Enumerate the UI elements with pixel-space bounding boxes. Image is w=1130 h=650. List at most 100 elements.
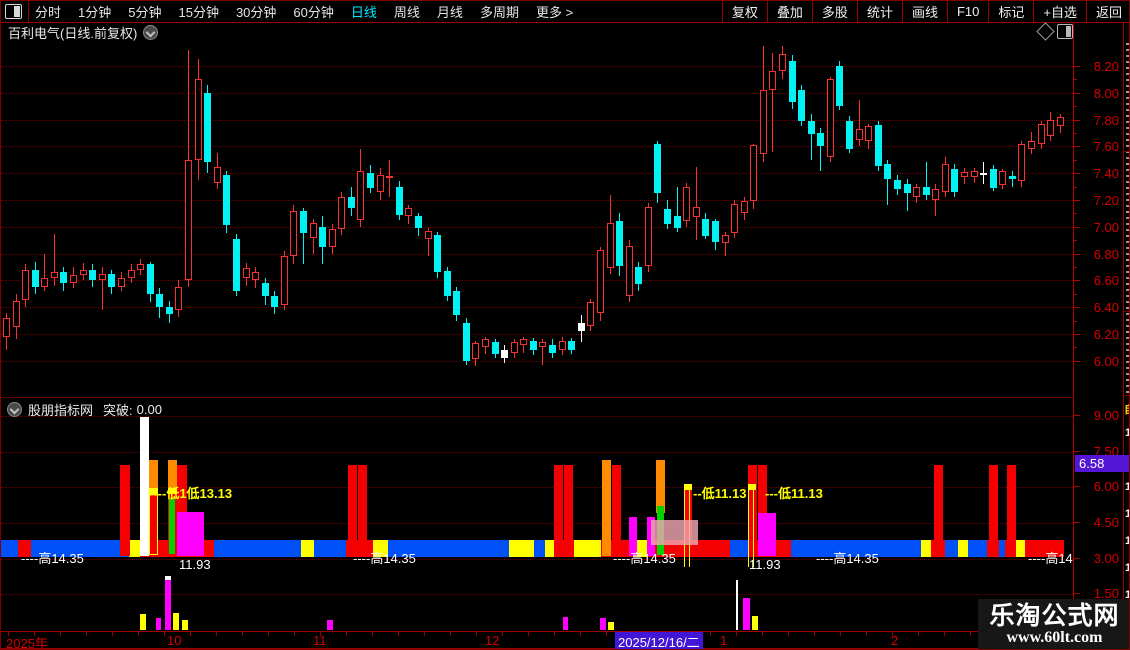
candlestick-chart[interactable] (1, 41, 1073, 397)
candle-body (817, 133, 825, 147)
candle-body (1018, 143, 1026, 182)
tab-period-10[interactable]: 更多 > (535, 5, 574, 20)
candle-body (731, 204, 739, 234)
indicator-bar (169, 499, 175, 554)
candle-body (395, 186, 403, 215)
toolbar-button-3[interactable]: 统计 (856, 1, 902, 23)
tab-period-7[interactable]: 周线 (393, 5, 420, 20)
toolbar-button-6[interactable]: 标记 (988, 1, 1033, 23)
strip-digit: 1 (1125, 427, 1129, 439)
date-tick (814, 632, 815, 636)
toolbar-button-0[interactable]: 复权 (721, 1, 767, 23)
indicator-bar (149, 487, 158, 495)
tab-period-9[interactable]: 多周期 (479, 5, 519, 20)
signal-label: 11.93 (179, 557, 211, 572)
toolbar-button-5[interactable]: F10 (946, 1, 988, 23)
title-bar: 百利电气(日线.前复权) (1, 23, 1129, 41)
candle-wick (820, 127, 822, 171)
candle-body (750, 145, 758, 202)
candle-body (625, 245, 633, 297)
date-tick (138, 632, 139, 636)
candle-body (165, 307, 173, 314)
axis-tick (1074, 450, 1080, 452)
page-title[interactable]: 百利电气(日线.前复权) (8, 25, 138, 41)
band-segment (968, 540, 987, 557)
candle-body (453, 291, 461, 316)
tab-period-8[interactable]: 月线 (436, 5, 463, 20)
signal-label: ---低11.13 (765, 486, 823, 501)
tab-period-5[interactable]: 60分钟 (293, 5, 334, 20)
strip-digit: 1 (1125, 589, 1129, 601)
axis-tick (1074, 486, 1080, 488)
band-segment (129, 540, 140, 557)
watermark: 乐淘公式网 www.60lt.com (978, 599, 1129, 649)
chevron-down-icon[interactable] (143, 24, 159, 40)
candle-body (386, 175, 394, 178)
indicator-bar (600, 618, 606, 630)
toolbar-button-4[interactable]: 画线 (901, 1, 947, 23)
band-segment (921, 540, 931, 557)
axis-tick (1074, 360, 1080, 362)
candle-body (778, 53, 786, 72)
date-label: 2025年 (6, 636, 48, 650)
axis-minor-tick (1074, 133, 1077, 134)
tab-period-0[interactable]: 分时 (35, 5, 62, 20)
tab-period-6[interactable]: 日线 (350, 5, 377, 20)
signal-label: 11.93 (749, 557, 781, 572)
candle-body (156, 293, 164, 308)
window-layout-icon[interactable] (5, 4, 22, 19)
date-tick (580, 632, 581, 636)
axis-minor-tick (1074, 79, 1077, 81)
toolbar-button-8[interactable]: 返回 (1085, 1, 1129, 23)
toolbar-button-7[interactable]: +自选 (1033, 1, 1086, 23)
candle-body (280, 256, 288, 305)
indicator-bar (758, 465, 767, 557)
date-tick (502, 632, 503, 636)
candle-body (846, 120, 854, 150)
date-tick (918, 632, 919, 636)
indicator-bar (156, 618, 161, 630)
candle-body (510, 342, 518, 353)
candle-body (242, 268, 250, 278)
candle-body (664, 209, 672, 225)
indicator-bar (168, 487, 177, 495)
toolbar-button-1[interactable]: 叠加 (766, 1, 812, 23)
grid-line (1, 451, 1073, 453)
grid-line (1, 92, 1073, 94)
candle-body (1008, 175, 1016, 179)
toolbar-button-2[interactable]: 多股 (811, 1, 857, 23)
chevron-down-icon[interactable] (7, 402, 22, 417)
candle-body (194, 79, 202, 160)
tab-period-2[interactable]: 5分钟 (128, 5, 162, 20)
date-tick (216, 632, 217, 636)
candle-body (213, 166, 221, 183)
axis-tick (1074, 593, 1080, 595)
candle-body (60, 272, 68, 284)
candle-body (970, 170, 978, 178)
indicator-panel[interactable]: 股朋指标网 突破: 0.00 ----高14.35 ----低1低13.13 11.… (1, 397, 1073, 631)
date-tick (892, 632, 893, 636)
indicator-header: 股朋指标网 突破: 0.00 (1, 400, 162, 419)
y-axis-label: 9.00 (1093, 407, 1119, 423)
signal-label: ----高14.35 (613, 551, 676, 566)
candle-body (414, 216, 422, 229)
candle-wick (101, 267, 103, 310)
candle-wick (1011, 170, 1013, 187)
tab-period-1[interactable]: 1分钟 (78, 5, 112, 20)
watermark-url: www.60lt.com (1006, 629, 1103, 646)
tab-period-3[interactable]: 15分钟 (178, 5, 219, 20)
candle-body (826, 79, 834, 158)
signal-label: ----高14 (1028, 551, 1073, 566)
candle-body (865, 126, 873, 142)
candle-body (932, 189, 940, 200)
signal-label: ----低1低13.13 (149, 486, 233, 501)
split-window-icon[interactable] (1057, 24, 1073, 39)
candle-body (692, 206, 700, 218)
band-segment (958, 540, 968, 557)
candle-body (31, 269, 39, 288)
tab-period-4[interactable]: 30分钟 (235, 5, 277, 20)
band-segment (545, 540, 554, 557)
candle-body (175, 287, 183, 310)
strip-digit: 1 (1125, 562, 1129, 574)
pink-zone (651, 520, 698, 546)
